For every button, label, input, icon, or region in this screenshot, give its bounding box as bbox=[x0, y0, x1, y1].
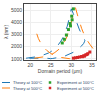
svg-text:30: 30 bbox=[69, 62, 75, 68]
svg-text:Experiment at 500°C: Experiment at 500°C bbox=[57, 86, 94, 91]
svg-text:1000: 1000 bbox=[11, 56, 22, 62]
svg-text:λ (nm): λ (nm) bbox=[3, 25, 9, 40]
svg-text:Domain period (μm): Domain period (μm) bbox=[38, 68, 83, 74]
svg-text:3000: 3000 bbox=[11, 31, 22, 37]
svg-text:Theory at 100°C: Theory at 100°C bbox=[13, 80, 42, 85]
svg-text:5000: 5000 bbox=[11, 7, 22, 13]
svg-text:2000: 2000 bbox=[11, 43, 22, 49]
svg-text:35: 35 bbox=[89, 62, 95, 68]
svg-text:20: 20 bbox=[27, 62, 33, 68]
svg-text:Experiment at 100°C: Experiment at 100°C bbox=[57, 80, 94, 85]
svg-text:4000: 4000 bbox=[11, 19, 22, 25]
svg-text:25: 25 bbox=[48, 62, 54, 68]
svg-text:Theory at 500°C: Theory at 500°C bbox=[13, 86, 42, 91]
